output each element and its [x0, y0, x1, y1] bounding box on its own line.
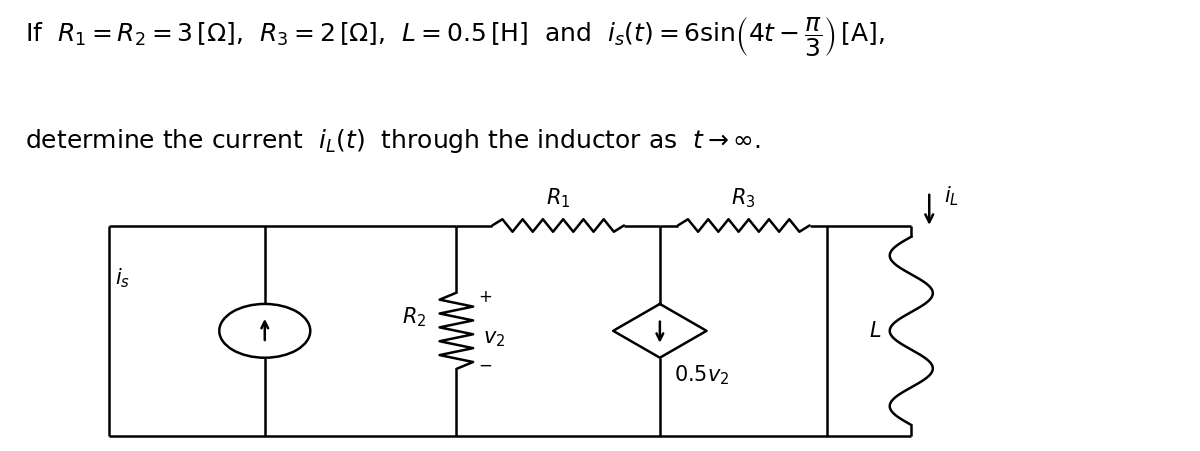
Text: $0.5v_2$: $0.5v_2$: [674, 363, 730, 387]
Text: determine the current  $i_L(t)$  through the inductor as  $t \to \infty$.: determine the current $i_L(t)$ through t…: [25, 127, 761, 155]
Text: $i_s$: $i_s$: [115, 267, 131, 290]
Text: If  $R_1 = R_2 = 3\,[\Omega]$,  $R_3 = 2\,[\Omega]$,  $L = 0.5\,[\mathrm{H}]$  a: If $R_1 = R_2 = 3\,[\Omega]$, $R_3 = 2\,…: [25, 15, 884, 59]
Text: $R_3$: $R_3$: [732, 186, 756, 210]
Text: $L$: $L$: [869, 321, 881, 341]
Text: $v_2$: $v_2$: [482, 329, 505, 349]
Text: $+$: $+$: [478, 288, 492, 306]
Text: $R_2$: $R_2$: [402, 306, 426, 329]
Text: $R_1$: $R_1$: [546, 186, 570, 210]
Text: $-$: $-$: [478, 355, 492, 373]
Text: $i_L$: $i_L$: [943, 184, 959, 208]
